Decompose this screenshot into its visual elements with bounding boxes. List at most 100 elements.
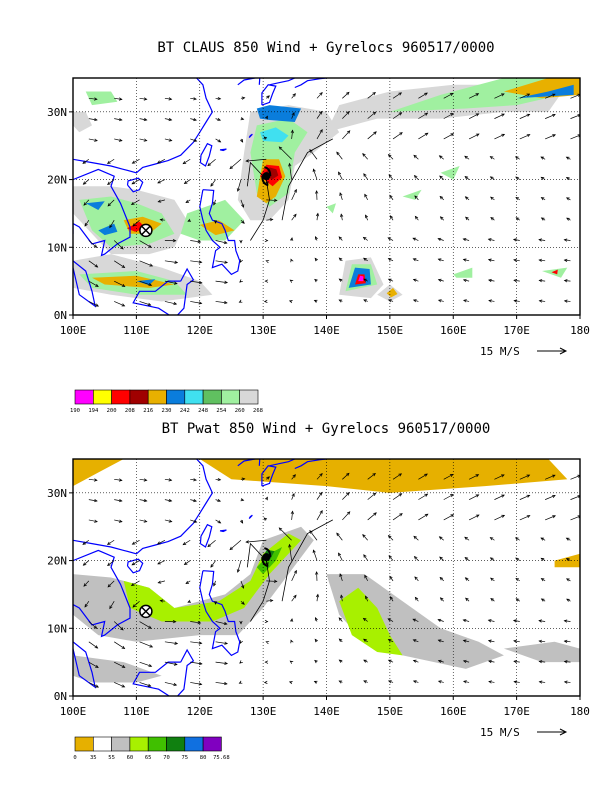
wind-arrowhead bbox=[577, 93, 580, 97]
wind-arrow bbox=[363, 173, 368, 180]
colorbar-swatch bbox=[129, 736, 149, 752]
wind-arrowhead bbox=[95, 664, 99, 668]
wind-arrowhead bbox=[364, 574, 368, 579]
wind-arrow bbox=[157, 158, 166, 164]
wind-arrowhead bbox=[513, 639, 517, 643]
lon-label: 100E bbox=[60, 324, 87, 337]
wind-arrow bbox=[114, 519, 122, 523]
wind-arrowhead bbox=[238, 680, 243, 684]
colorbar-label: 65 bbox=[145, 755, 152, 761]
wind-arrow bbox=[514, 300, 520, 302]
wind-arrowhead bbox=[193, 138, 198, 142]
wind-arrow bbox=[157, 539, 166, 545]
wind-arrow bbox=[539, 681, 546, 683]
wind-arrowhead bbox=[198, 641, 203, 645]
wind-arrow bbox=[313, 549, 318, 561]
lat-label: 0N bbox=[54, 309, 67, 322]
wind-arrow bbox=[88, 478, 97, 481]
wind-arrow bbox=[514, 681, 520, 683]
wind-arrowhead bbox=[565, 578, 570, 582]
wind-arrowhead bbox=[263, 299, 268, 304]
wind-arrowhead bbox=[363, 278, 367, 282]
wind-arrowhead bbox=[224, 641, 229, 645]
wind-arrowhead bbox=[339, 192, 343, 196]
wind-arrow bbox=[570, 515, 580, 521]
wind-arrowhead bbox=[168, 498, 173, 503]
colorbar-swatch bbox=[184, 389, 204, 405]
wind-arrow bbox=[464, 557, 470, 561]
wind-arrow bbox=[538, 239, 546, 241]
wind-arrowhead bbox=[363, 680, 367, 684]
wind-arrow bbox=[246, 539, 267, 543]
wind-arrowhead bbox=[239, 239, 243, 244]
colorbar-label: 80 bbox=[200, 755, 207, 761]
wind-arrowhead bbox=[449, 92, 454, 97]
wind-arrowhead bbox=[552, 515, 556, 519]
wind-arrow bbox=[519, 515, 530, 521]
wind-arrow bbox=[164, 97, 172, 100]
wind-arrow bbox=[190, 97, 197, 100]
wind-arrowhead bbox=[109, 605, 113, 610]
wind-arrow bbox=[131, 179, 140, 185]
colorbar-swatch bbox=[129, 389, 149, 405]
wind-arrow bbox=[564, 620, 571, 622]
wind-arrow bbox=[392, 513, 403, 521]
wind-arrow bbox=[488, 681, 495, 683]
wind-arrowhead bbox=[187, 599, 192, 603]
wind-arrow bbox=[439, 577, 444, 582]
coastline bbox=[132, 648, 195, 696]
wind-arrow bbox=[182, 158, 191, 164]
lon-label: 130E bbox=[250, 324, 277, 337]
wind-arrowhead bbox=[245, 540, 250, 544]
wind-arrowhead bbox=[475, 113, 480, 117]
wind-arrowhead bbox=[240, 498, 245, 502]
wind-arrow bbox=[164, 118, 172, 121]
wind-arrowhead bbox=[182, 541, 187, 546]
wind-arrowhead bbox=[84, 222, 88, 227]
wind-arrowhead bbox=[273, 579, 278, 583]
wind-arrow bbox=[570, 475, 580, 480]
wind-arrow bbox=[413, 299, 419, 302]
wind-arrowhead bbox=[489, 557, 494, 561]
wind-arrow bbox=[519, 474, 530, 480]
wind-arrow bbox=[185, 199, 191, 203]
wind-arrowhead bbox=[263, 517, 268, 521]
wind-arrowhead bbox=[413, 535, 417, 540]
wind-arrow bbox=[392, 112, 402, 119]
wind-arrowhead bbox=[149, 263, 154, 267]
lat-label: 30N bbox=[47, 487, 67, 500]
wind-arrowhead bbox=[563, 279, 568, 283]
wind-arrowhead bbox=[387, 299, 392, 303]
coastline bbox=[126, 558, 144, 574]
wind-arrowhead bbox=[229, 165, 234, 170]
wind-arrow bbox=[215, 260, 228, 263]
wind-arrowhead bbox=[487, 619, 492, 623]
wind-arrow bbox=[388, 174, 394, 180]
wind-arrowhead bbox=[94, 478, 98, 482]
wind-arrowhead bbox=[437, 258, 442, 262]
coastline bbox=[199, 189, 241, 276]
wind-arrowhead bbox=[577, 114, 580, 118]
wind-arrow bbox=[488, 238, 495, 241]
lon-label: 170E bbox=[503, 705, 530, 718]
wind-arrow bbox=[215, 621, 227, 625]
wind-arrowhead bbox=[513, 279, 518, 283]
wind-arrow bbox=[210, 179, 216, 187]
lat-label: 20N bbox=[47, 555, 67, 568]
wind-arrowhead bbox=[389, 215, 394, 219]
wind-arrowhead bbox=[213, 201, 217, 206]
wind-arrowhead bbox=[412, 618, 417, 622]
wind-arrowhead bbox=[229, 546, 234, 551]
wind-arrow bbox=[392, 92, 402, 99]
colorbar-swatch bbox=[93, 736, 112, 752]
wind-arrow bbox=[570, 495, 580, 500]
wind-arrowhead bbox=[439, 576, 444, 581]
wind-arrow bbox=[291, 595, 297, 602]
wind-arrowhead bbox=[515, 176, 519, 180]
wind-arrow bbox=[545, 114, 556, 119]
wind-arrow bbox=[229, 158, 242, 169]
wind-arrow bbox=[164, 280, 178, 284]
wind-arrowhead bbox=[314, 278, 318, 283]
wind-arrow bbox=[309, 530, 318, 541]
wind-arrowhead bbox=[118, 478, 123, 482]
